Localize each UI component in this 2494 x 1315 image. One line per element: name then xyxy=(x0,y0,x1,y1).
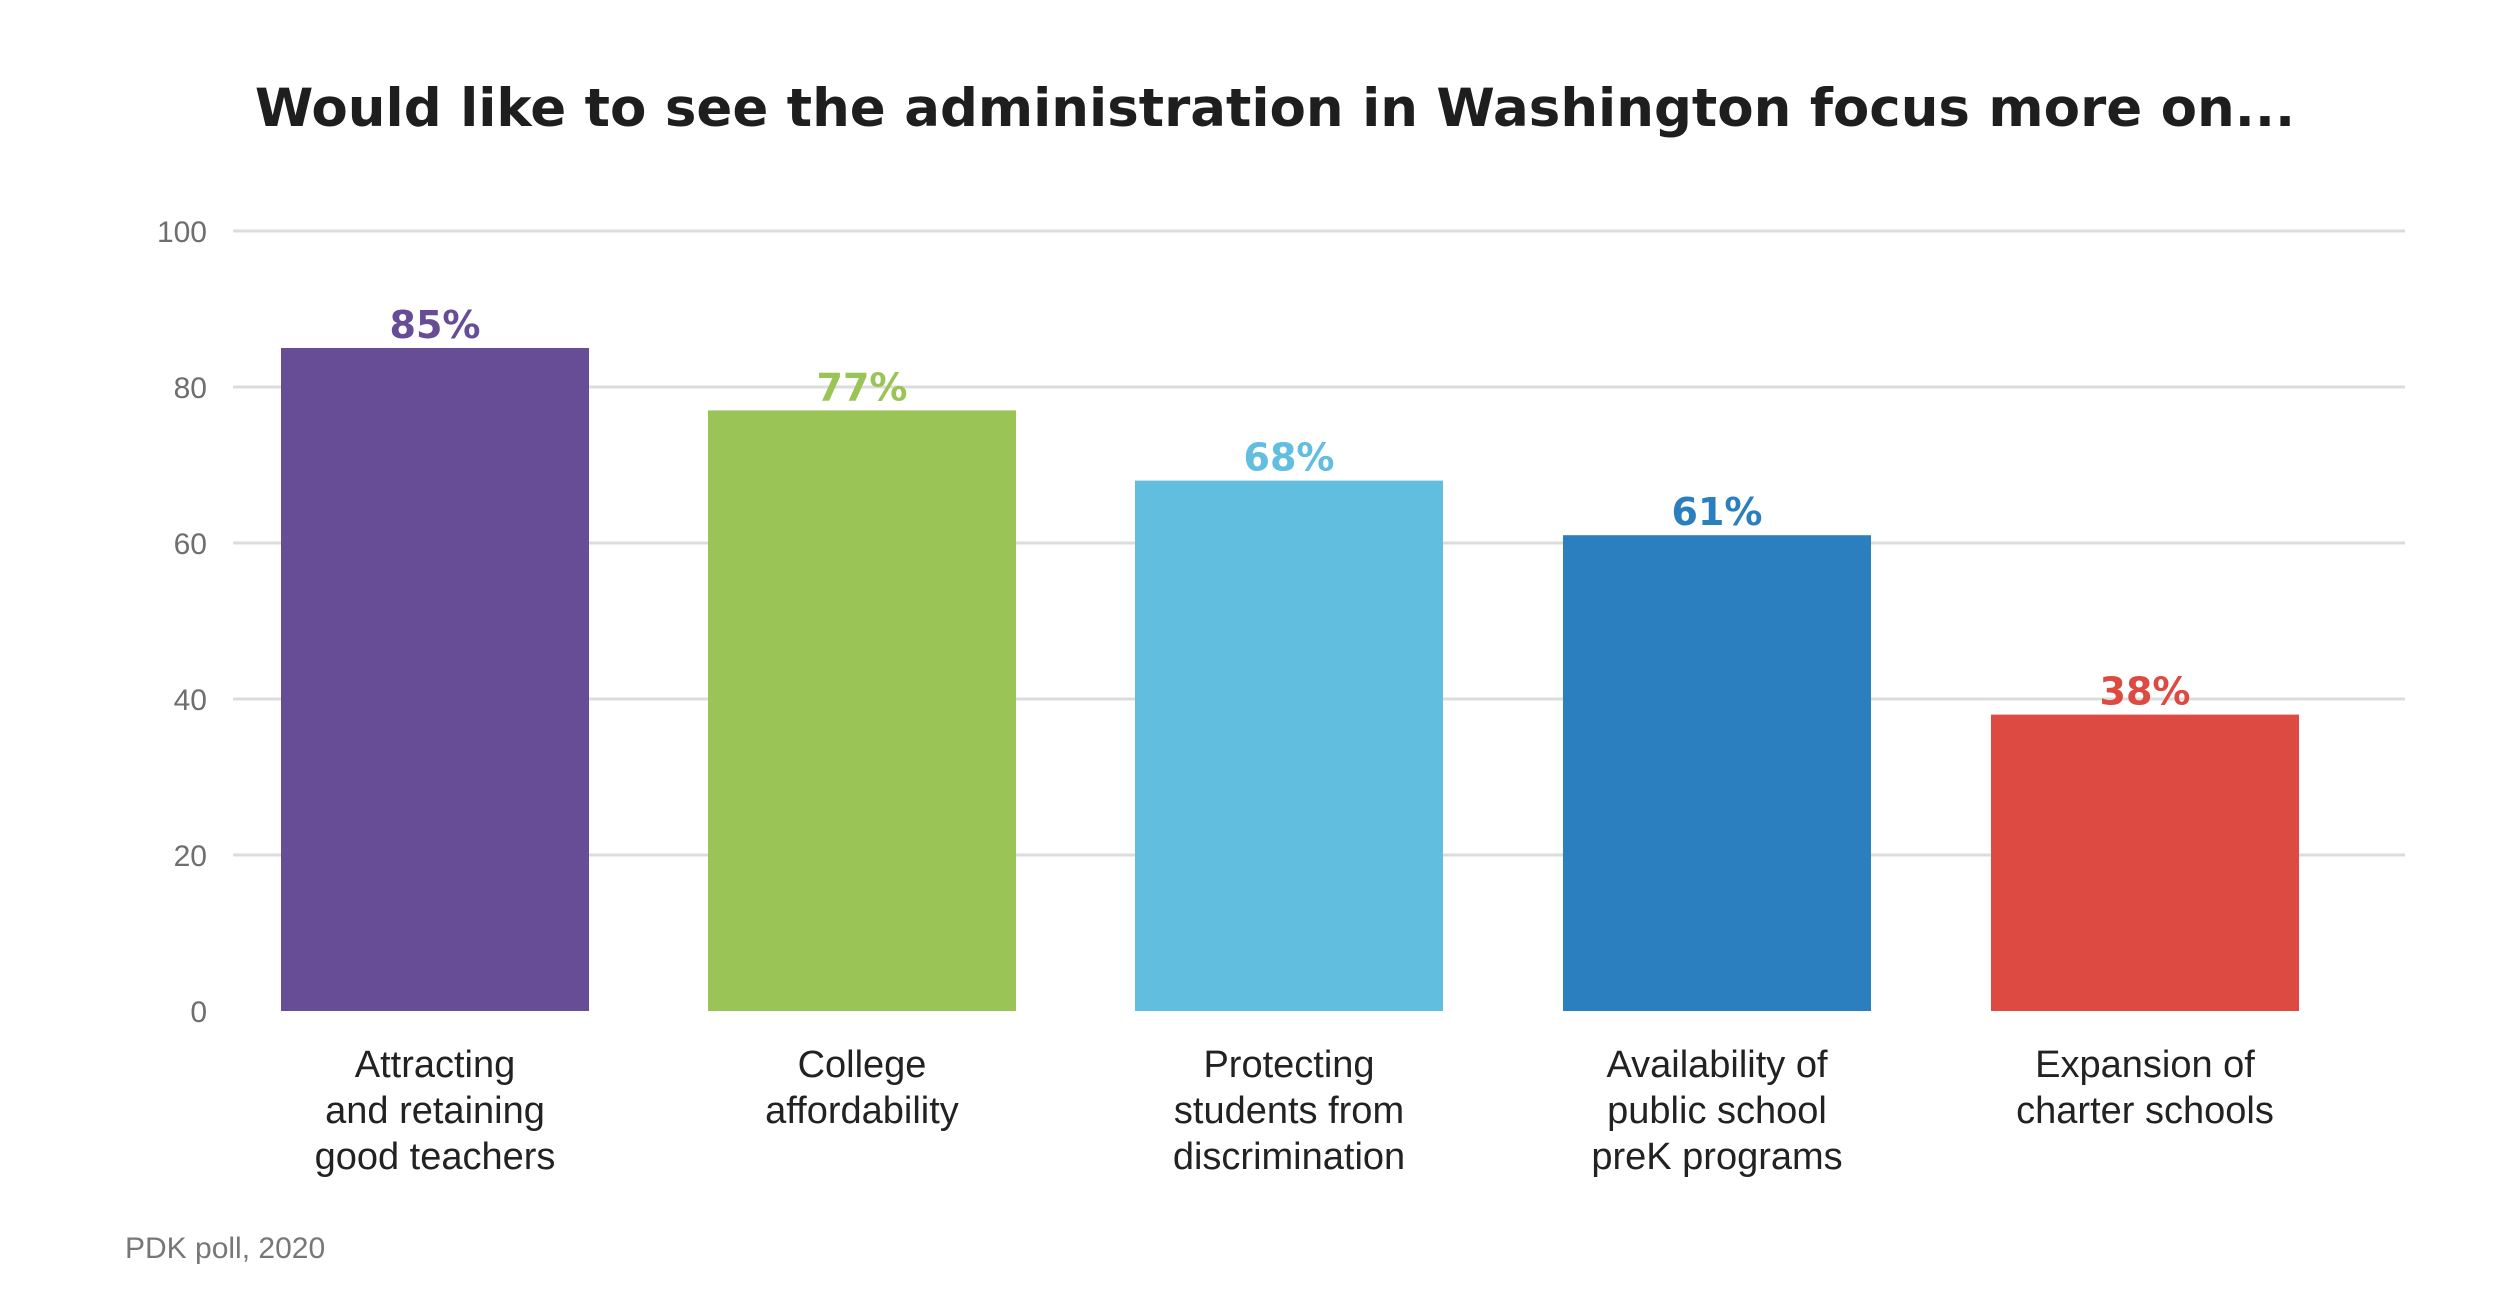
y-tick-label: 60 xyxy=(174,528,207,561)
x-tick-label: Attracting and retaining good teachers xyxy=(315,1044,556,1178)
x-tick-label-line: Expansion of xyxy=(2035,1044,2255,1086)
x-tick-label: Expansion of charter schools xyxy=(2016,1044,2274,1132)
y-tick-label: 0 xyxy=(190,996,207,1029)
x-tick-label-line: Availability of xyxy=(1606,1044,1828,1086)
x-tick-label-line: public school xyxy=(1607,1090,1827,1132)
x-axis-ticks: Attracting and retaining good teachers Coll… xyxy=(315,1044,2274,1178)
x-tick-label: Protecting students from discrimination xyxy=(1173,1044,1405,1178)
y-tick-label: 40 xyxy=(174,684,207,717)
data-labels: 85% 77% 68% 61% 38% xyxy=(390,303,2191,714)
x-tick-label-line: students from xyxy=(1174,1090,1404,1132)
bar xyxy=(1135,480,1443,1012)
y-tick-label: 20 xyxy=(174,840,207,873)
x-tick-label-line: College xyxy=(798,1044,927,1086)
data-label: 68% xyxy=(1244,436,1335,480)
x-tick-label-line: charter schools xyxy=(2016,1090,2274,1132)
y-tick-label: 80 xyxy=(174,372,207,405)
x-tick-label-line: affordability xyxy=(765,1090,959,1132)
data-label: 38% xyxy=(2100,670,2191,714)
bars xyxy=(281,348,2299,1012)
x-tick-label: College affordability xyxy=(765,1044,959,1132)
y-axis-ticks: 0 20 40 60 80 100 xyxy=(157,216,207,1029)
x-tick-label: Availability of public school preK program… xyxy=(1591,1044,1842,1178)
x-tick-label-line: and retaining xyxy=(325,1090,545,1132)
bar xyxy=(708,410,1016,1011)
y-tick-label: 100 xyxy=(157,216,207,249)
x-tick-label-line: preK programs xyxy=(1591,1136,1842,1178)
bar xyxy=(281,348,589,1011)
x-tick-label-line: good teachers xyxy=(315,1136,556,1178)
data-label: 85% xyxy=(390,303,481,347)
chart-title: Would like to see the administration in … xyxy=(254,78,2296,139)
bar xyxy=(1991,714,2299,1011)
data-label: 77% xyxy=(817,365,908,409)
x-tick-label-line: Protecting xyxy=(1203,1044,1374,1086)
source-note: PDK poll, 2020 xyxy=(125,1232,326,1265)
x-tick-label-line: discrimination xyxy=(1173,1136,1405,1178)
data-label: 61% xyxy=(1672,490,1763,534)
x-tick-label-line: Attracting xyxy=(355,1044,516,1086)
bar xyxy=(1563,535,1871,1011)
